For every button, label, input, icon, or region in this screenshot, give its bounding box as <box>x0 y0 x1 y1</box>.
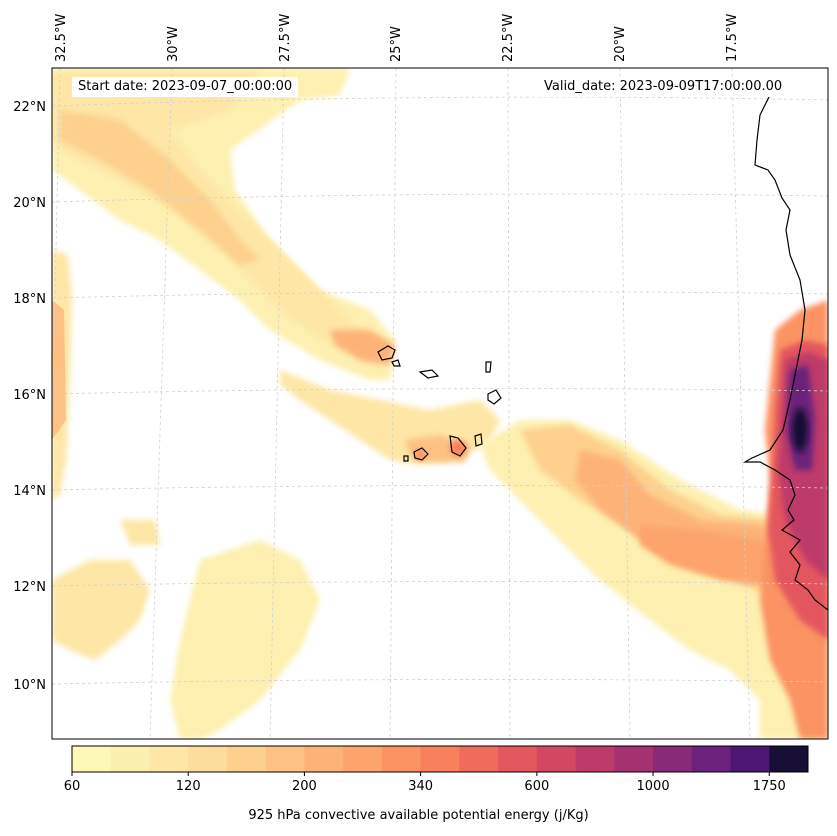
colorbar-tick-label-60: 60 <box>64 779 81 794</box>
lat-label-22n: 22°N <box>13 100 46 115</box>
africa-coastline <box>742 79 828 611</box>
lat-label-16n: 16°N <box>13 388 46 403</box>
island-maio <box>474 433 483 447</box>
island-sal <box>485 361 492 373</box>
lon-label-27-5w: 27.5°W <box>278 14 293 62</box>
valid-date-label: Valid_date: 2023-09-09T17:00:00.00 <box>538 77 789 97</box>
colorbar-tick-label-1000: 1000 <box>637 779 670 794</box>
colorbar-swatch-11 <box>498 746 538 772</box>
island-santo-antao <box>377 345 396 361</box>
gridlines <box>52 68 828 739</box>
island-sao-vicente <box>391 359 401 367</box>
lat-label-12n: 12°N <box>13 580 46 595</box>
map-frame <box>51 67 829 740</box>
lat-label-10n: 10°N <box>13 678 46 693</box>
colorbar-swatch-15 <box>653 746 693 772</box>
colorbar-swatch-2 <box>149 746 189 772</box>
colorbar-swatch-17 <box>730 746 770 772</box>
lon-label-20w: 20°W <box>613 26 628 62</box>
island-santiago <box>449 435 467 457</box>
colorbar-swatch-4 <box>226 746 267 772</box>
colorbar-swatch-18 <box>769 746 809 772</box>
lon-label-17-5w: 17.5°W <box>725 14 740 62</box>
lat-label-14n: 14°N <box>13 484 46 499</box>
colorbar-tick-label-1750: 1750 <box>753 779 786 794</box>
colorbar-swatch-16 <box>691 746 732 772</box>
colorbar-swatch-13 <box>575 746 615 772</box>
lon-label-30w: 30°W <box>166 26 181 62</box>
colorbar-swatch-0 <box>72 746 112 772</box>
colorbar-swatch-7 <box>343 746 383 772</box>
colorbar-title: 925 hPa convective available potential e… <box>248 808 589 823</box>
island-boa-vista <box>487 389 502 405</box>
colorbar-tick-label-340: 340 <box>408 779 433 794</box>
colorbar-swatch-3 <box>188 746 228 772</box>
colorbar-swatch-8 <box>381 746 422 772</box>
colorbar-tick-label-120: 120 <box>176 779 201 794</box>
island-brava <box>403 455 409 462</box>
colorbar-swatch-10 <box>459 746 499 772</box>
colorbar-frame <box>71 745 809 773</box>
lon-label-22-5w: 22.5°W <box>501 14 516 62</box>
start-date-label: Start date: 2023-09-07_00:00:00 <box>72 77 299 97</box>
colorbar-ticks: 60 120 200 340 600 1000 1750 <box>64 772 786 794</box>
colorbar-swatch-5 <box>265 746 305 772</box>
latitude-labels: 22°N 20°N 18°N 16°N 14°N 12°N 10°N <box>13 100 46 693</box>
colorbar-swatch-12 <box>536 746 577 772</box>
cape-field <box>52 68 828 739</box>
longitude-labels: 32.5°W 30°W 27.5°W 25°W 22.5°W 20°W 17.5… <box>54 14 740 62</box>
lat-label-18n: 18°N <box>13 292 46 307</box>
colorbar-swatch-14 <box>614 746 654 772</box>
lon-label-25w: 25°W <box>389 26 404 62</box>
coastlines <box>377 79 828 611</box>
colorbar-swatch-9 <box>420 746 460 772</box>
cape-region-southeast-band <box>480 420 828 739</box>
colorbar-swatch-1 <box>110 746 150 772</box>
colorbar-tick-label-600: 600 <box>524 779 549 794</box>
island-sao-nicolau <box>418 369 440 379</box>
lat-label-20n: 20°N <box>13 196 46 211</box>
colorbar-swatch-6 <box>304 746 344 772</box>
island-fogo <box>413 447 429 461</box>
colorbar-tick-label-200: 200 <box>292 779 317 794</box>
lon-label-32-5w: 32.5°W <box>54 14 69 62</box>
colorbar <box>72 746 809 772</box>
